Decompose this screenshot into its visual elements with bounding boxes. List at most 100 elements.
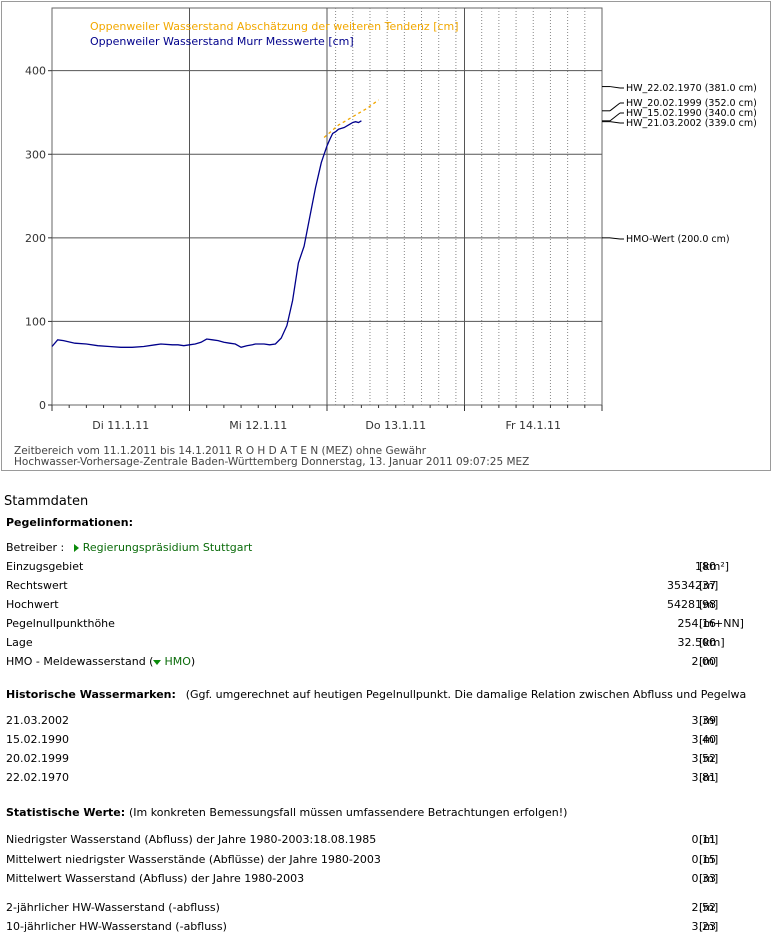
betreiber-label: Betreiber : <box>6 541 65 554</box>
pegel-unit: [m+NN] <box>699 617 744 630</box>
pegel-unit: [km] <box>699 636 725 649</box>
historisch-label: 15.02.1990 <box>6 733 69 746</box>
pegel-label: Rechtswert <box>6 579 68 592</box>
historisch-label: 22.02.1970 <box>6 771 69 784</box>
historisch-heading-row: Historische Wassermarken: (Ggf. umgerech… <box>6 688 774 701</box>
historisch-unit: [m] <box>699 771 719 784</box>
legend-forecast: Oppenweiler Wasserstand Abschätzung der … <box>90 20 459 33</box>
marker-label: HW_15.02.1990 (340.0 cm) <box>626 108 757 119</box>
arrow-right-icon <box>73 544 79 552</box>
pegel-row: Pegelnullpunkthöhe 254.16 [m+NN] <box>6 617 774 635</box>
statistik-row: Mittelwert Wasserstand (Abfluss) der Jah… <box>6 872 774 890</box>
y-tick-label: 400 <box>25 65 46 78</box>
pegel-label: Einzugsgebiet <box>6 560 84 573</box>
x-tick-label: Fr 14.1.11 <box>505 419 561 432</box>
statistik-label: Mittelwert Wasserstand (Abfluss) der Jah… <box>6 872 305 885</box>
arrow-down-icon <box>153 659 162 665</box>
historisch-note: (Ggf. umgerechnet auf heutigen Pegelnull… <box>185 688 747 701</box>
pegel-row: Hochwert 5428198 [m] <box>6 598 774 616</box>
statistik-value: 0.33 <box>691 872 717 885</box>
statistik-label: Niedrigster Wasserstand (Abfluss) der Ja… <box>6 833 377 846</box>
pegel-label: Pegelnullpunkthöhe <box>6 617 115 630</box>
statistik-row: Mittelwert niedrigster Wasserstände (Abf… <box>6 853 774 871</box>
marker-connector <box>609 121 621 124</box>
marker-connector <box>609 237 621 240</box>
historisch-unit: [m] <box>699 733 719 746</box>
historisch-row: 15.02.1990 3.40 [m] <box>6 733 774 751</box>
historisch-row: 21.03.2002 3.39 [m] <box>6 714 774 732</box>
marker-label: HW_22.02.1970 (381.0 cm) <box>626 83 757 94</box>
statistik-unit: [m] <box>699 901 719 914</box>
historisch-label: 21.03.2002 <box>6 714 69 727</box>
pegel-value: 180 <box>695 560 716 573</box>
statistik-value: 2.52 <box>691 901 717 914</box>
x-tick-label: Mi 12.1.11 <box>229 419 287 432</box>
statistik-value: 0.11 <box>691 833 717 846</box>
marker-label: HMO-Wert (200.0 cm) <box>626 234 730 245</box>
measured-series-line <box>51 120 362 348</box>
y-tick-label: 100 <box>25 315 46 328</box>
section-title: Stammdaten <box>4 494 89 509</box>
statistik-value: 3.23 <box>691 920 717 933</box>
betreiber-row: Betreiber : Regierungspräsidium Stuttgar… <box>6 541 774 559</box>
pegel-value: 5428198 <box>667 598 716 611</box>
marker-connector <box>609 86 621 89</box>
betreiber-link[interactable]: Regierungspräsidium Stuttgart <box>82 541 253 554</box>
pegel-value: 3534237 <box>667 579 716 592</box>
historisch-value: 3.52 <box>691 752 717 765</box>
statistik-label: 10-jährlicher HW-Wasserstand (-abfluss) <box>6 920 227 933</box>
x-tick-label: Do 13.1.11 <box>365 419 426 432</box>
hmo-value: 2.00 <box>691 655 717 668</box>
pegel-heading: Pegelinformationen: <box>6 516 133 529</box>
pegel-row: Lage 32.500 [km] <box>6 636 774 654</box>
chart-footer-line1: Zeitbereich vom 11.1.2011 bis 14.1.2011 … <box>14 445 427 457</box>
pegel-unit: [m] <box>699 579 719 592</box>
historisch-label: 20.02.1999 <box>6 752 69 765</box>
statistik-note: (Im konkreten Bemessungsfall müssen umfa… <box>129 806 568 819</box>
historisch-value: 3.81 <box>691 771 717 784</box>
historisch-value: 3.39 <box>691 714 717 727</box>
historisch-unit: [m] <box>699 714 719 727</box>
hmo-label-post: ) <box>190 655 196 668</box>
pegel-unit: [m] <box>699 598 719 611</box>
marker-label: HW_21.03.2002 (339.0 cm) <box>626 118 757 129</box>
hmo-row: HMO - Meldewasserstand ( HMO) 2.00 [m] <box>6 655 774 673</box>
statistik-row: Niedrigster Wasserstand (Abfluss) der Ja… <box>6 833 774 851</box>
pegel-value: 254.16 <box>677 617 717 630</box>
legend-measured: Oppenweiler Wasserstand Murr Messwerte [… <box>90 35 354 48</box>
x-tick-label: Di 11.1.11 <box>92 419 149 432</box>
pegel-unit: [km²] <box>699 560 730 573</box>
historisch-row: 20.02.1999 3.52 [m] <box>6 752 774 770</box>
marker-label: HW_20.02.1999 (352.0 cm) <box>626 98 757 109</box>
historisch-row: 22.02.1970 3.81 [m] <box>6 771 774 789</box>
pegel-row: Rechtswert 3534237 [m] <box>6 579 774 597</box>
statistik-row: 2-jährlicher HW-Wasserstand (-abfluss) 2.… <box>6 901 774 919</box>
pegel-value: 32.500 <box>677 636 717 649</box>
statistik-heading-row: Statistische Werte: (Im konkreten Bemess… <box>6 806 567 819</box>
water-level-chart: 0 100 200 300 400 Di 11.1.11 Mi 12.1.11 Do 13.1… <box>1 1 771 471</box>
hmo-unit: [m] <box>699 655 719 668</box>
statistik-label: 2-jährlicher HW-Wasserstand (-abfluss) <box>6 901 220 914</box>
historisch-heading: Historische Wassermarken: <box>6 688 176 701</box>
statistik-heading: Statistische Werte: <box>6 806 126 819</box>
chart-canvas: 0 100 200 300 400 Di 11.1.11 Mi 12.1.11 Do 13.1… <box>14 7 757 468</box>
marker-connector <box>609 112 621 122</box>
hmo-link[interactable]: HMO <box>164 655 191 668</box>
y-tick-label: 200 <box>25 232 46 245</box>
marker-connector <box>609 102 621 112</box>
pegel-row: Einzugsgebiet 180 [km²] <box>6 560 774 578</box>
historisch-unit: [m] <box>699 752 719 765</box>
statistik-unit: [m] <box>699 853 719 866</box>
y-tick-label: 300 <box>25 148 46 161</box>
statistik-row: 10-jährlicher HW-Wasserstand (-abfluss) 3… <box>6 920 774 938</box>
historisch-value: 3.40 <box>691 733 717 746</box>
chart-footer-line2: Hochwasser-Vorhersage-Zentrale Baden-Wür… <box>14 456 529 468</box>
forecast-series-line <box>323 99 379 138</box>
hmo-label-pre: HMO - Meldewasserstand ( <box>6 655 154 668</box>
pegel-label: Hochwert <box>6 598 59 611</box>
statistik-unit: [m] <box>699 920 719 933</box>
statistik-unit: [m] <box>699 833 719 846</box>
statistik-label: Mittelwert niedrigster Wasserstände (Abf… <box>6 853 381 866</box>
statistik-value: 0.15 <box>691 853 717 866</box>
y-tick-label: 0 <box>39 399 46 412</box>
